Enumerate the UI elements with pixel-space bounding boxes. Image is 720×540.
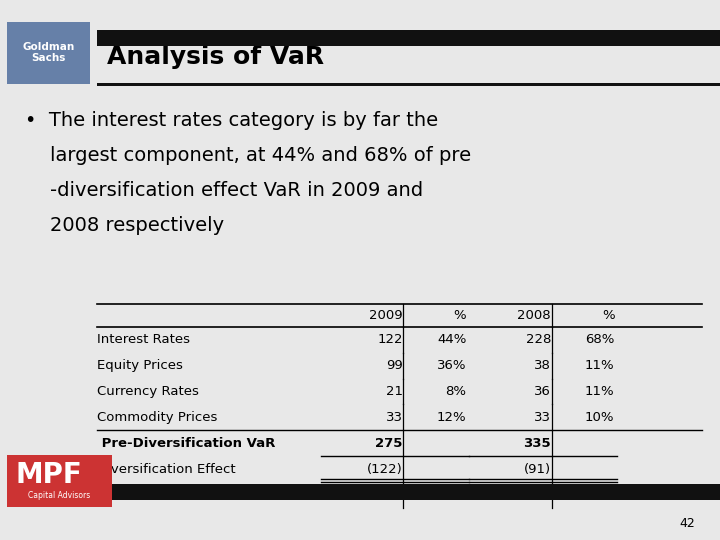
Text: 2009: 2009	[369, 309, 402, 322]
Text: 153: 153	[375, 489, 402, 502]
Text: Equity Prices: Equity Prices	[97, 359, 183, 372]
Text: (122): (122)	[367, 463, 402, 476]
Text: Goldman
Sachs: Goldman Sachs	[22, 42, 75, 64]
Text: 33: 33	[534, 411, 551, 424]
Text: 36%: 36%	[437, 359, 467, 372]
Text: Analysis of VaR: Analysis of VaR	[107, 45, 324, 69]
FancyBboxPatch shape	[97, 484, 720, 500]
Text: 10%: 10%	[585, 411, 614, 424]
Text: Interest Rates: Interest Rates	[97, 333, 190, 346]
Text: 2008: 2008	[517, 309, 551, 322]
Text: 42: 42	[679, 517, 695, 530]
Text: 2008 respectively: 2008 respectively	[25, 216, 225, 235]
Text: largest component, at 44% and 68% of pre: largest component, at 44% and 68% of pre	[25, 146, 472, 165]
Text: 44%: 44%	[437, 333, 467, 346]
Text: 38: 38	[534, 359, 551, 372]
Text: %: %	[602, 309, 614, 322]
Text: 12%: 12%	[436, 411, 467, 424]
Text: Capital Advisors: Capital Advisors	[28, 491, 91, 500]
Text: Diversification Effect: Diversification Effect	[97, 463, 236, 476]
Text: 33: 33	[386, 411, 402, 424]
Text: 335: 335	[523, 437, 551, 450]
Text: 122: 122	[377, 333, 402, 346]
Text: 275: 275	[375, 437, 402, 450]
Text: 11%: 11%	[585, 359, 614, 372]
FancyBboxPatch shape	[97, 83, 720, 86]
FancyBboxPatch shape	[97, 30, 720, 46]
Text: 99: 99	[386, 359, 402, 372]
Text: MPF: MPF	[16, 461, 82, 489]
Text: Commodity Prices: Commodity Prices	[97, 411, 217, 424]
Text: 228: 228	[526, 333, 551, 346]
FancyBboxPatch shape	[7, 455, 112, 507]
Text: 8%: 8%	[445, 385, 467, 398]
Text: 68%: 68%	[585, 333, 614, 346]
Text: Currency Rates: Currency Rates	[97, 385, 199, 398]
Text: %: %	[454, 309, 467, 322]
Text: 36: 36	[534, 385, 551, 398]
Text: 21: 21	[386, 385, 402, 398]
Text: Total VaR: Total VaR	[97, 489, 171, 502]
FancyBboxPatch shape	[7, 22, 90, 84]
Text: -diversification effect VaR in 2009 and: -diversification effect VaR in 2009 and	[25, 181, 423, 200]
Text: Pre-Diversification VaR: Pre-Diversification VaR	[97, 437, 276, 450]
Text: 11%: 11%	[585, 385, 614, 398]
Text: (91): (91)	[524, 463, 551, 476]
Text: 244: 244	[523, 489, 551, 502]
Text: •  The interest rates category is by far the: • The interest rates category is by far …	[25, 111, 438, 130]
